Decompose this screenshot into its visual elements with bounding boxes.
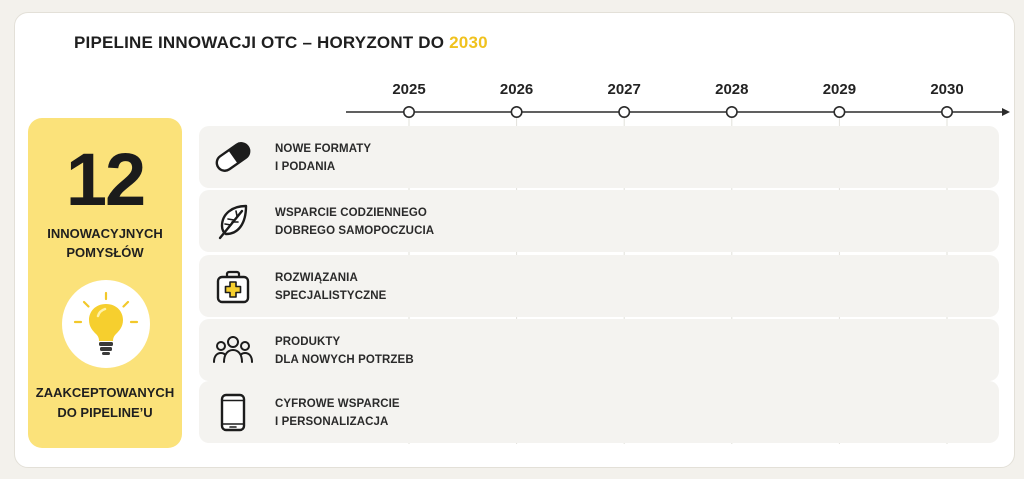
- row-label-line-2: DOBREGO SAMOPOCZUCIA: [275, 225, 435, 237]
- row-label-line-2: I PODANIA: [275, 161, 336, 173]
- year-tick-2029: [833, 106, 846, 119]
- row-label: PRODUKTY DLA NOWYCH POTRZEB: [275, 333, 445, 369]
- smartphone-icon: [220, 393, 246, 432]
- title-highlight: 2030: [449, 33, 488, 52]
- row-label-line-2: DLA NOWYCH POTRZEB: [275, 354, 414, 366]
- year-tick-2025: [402, 106, 415, 119]
- year-label-2027: 2027: [608, 81, 641, 98]
- row-label-line-1: PRODUKTY: [275, 336, 341, 348]
- pipeline-row-wellbeing: WSPARCIE CODZIENNEGO DOBREGO SAMOPOCZUCI…: [199, 190, 999, 252]
- row-label-line-2: I PERSONALIZACJA: [275, 416, 389, 428]
- summary-line-2: POMYSŁÓW: [66, 245, 144, 260]
- row-label: ROZWIĄZANIA SPECJALISTYCZNE: [275, 269, 445, 305]
- year-label-2026: 2026: [500, 81, 533, 98]
- capsule-icon: [215, 142, 251, 172]
- pipeline-row-new-needs: PRODUKTY DLA NOWYCH POTRZEB: [199, 319, 999, 381]
- row-label: WSPARCIE CODZIENNEGO DOBREGO SAMOPOCZUCI…: [275, 204, 445, 240]
- people-icon: [213, 336, 253, 363]
- year-tick-2026: [510, 106, 523, 119]
- year-label-2028: 2028: [715, 81, 748, 98]
- row-label-line-1: ROZWIĄZANIA: [275, 272, 358, 284]
- pipeline-row-formats: NOWE FORMATY I PODANIA: [199, 126, 999, 188]
- row-label-line-1: NOWE FORMATY: [275, 143, 372, 155]
- lightbulb-icon: [73, 291, 139, 355]
- year-label-2029: 2029: [823, 81, 856, 98]
- year-tick-2030: [940, 106, 953, 119]
- pipeline-row-digital: CYFROWE WSPARCIE I PERSONALIZACJA: [199, 381, 999, 443]
- year-label-2025: 2025: [392, 81, 425, 98]
- pipeline-row-specialist: ROZWIĄZANIA SPECJALISTYCZNE: [199, 255, 999, 317]
- title-text: PIPELINE INNOWACJI OTC – HORYZONT DO: [74, 33, 450, 52]
- year-label-2030: 2030: [930, 81, 963, 98]
- lightbulb-badge: [62, 280, 150, 368]
- row-label-line-1: WSPARCIE CODZIENNEGO: [275, 207, 427, 219]
- medical-kit-icon: [216, 270, 250, 304]
- summary-line-1: INNOWACYJNYCH: [47, 226, 163, 241]
- year-tick-2028: [725, 106, 738, 119]
- row-label: CYFROWE WSPARCIE I PERSONALIZACJA: [275, 395, 445, 431]
- row-label-line-1: CYFROWE WSPARCIE: [275, 398, 400, 410]
- idea-count: 12: [65, 138, 146, 221]
- row-label-line-2: SPECJALISTYCZNE: [275, 290, 387, 302]
- leaf-icon: [218, 204, 248, 240]
- page-title: PIPELINE INNOWACJI OTC – HORYZONT DO 203…: [74, 33, 488, 53]
- summary-line-3: ZAAKCEPTOWANYCH: [35, 385, 175, 400]
- summary-panel: 12 INNOWACYJNYCH POMYSŁÓW ZAAKCEPTOWANYC…: [28, 118, 182, 448]
- summary-line-4: DO PIPELINE’U: [57, 405, 153, 420]
- timeline-axis-arrow: [1002, 108, 1010, 116]
- row-label: NOWE FORMATY I PODANIA: [275, 140, 445, 176]
- year-tick-2027: [618, 106, 631, 119]
